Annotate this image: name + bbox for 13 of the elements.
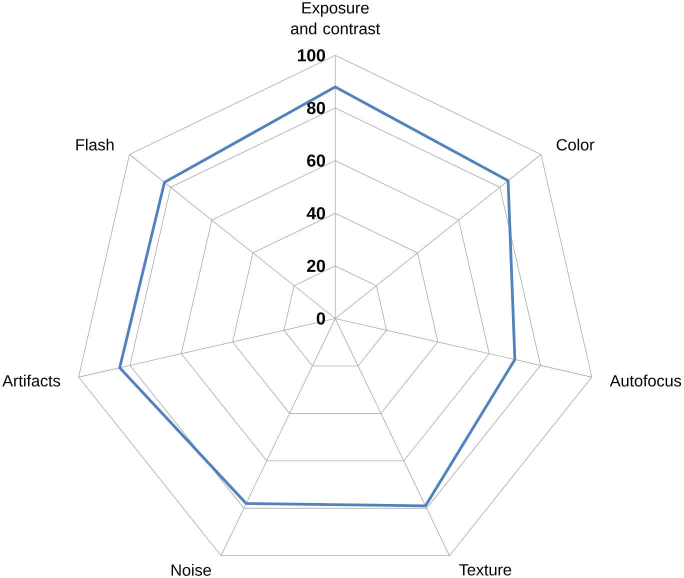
y-tick-label: 60: [307, 154, 326, 167]
spoke-label: Flash: [76, 138, 114, 150]
spoke-label: Autofocus: [610, 374, 682, 386]
spoke-label: Color: [556, 138, 594, 150]
y-tick-label: 100: [298, 49, 326, 62]
spoke-label: Texture: [459, 564, 512, 576]
spoke-label: Noise: [172, 564, 211, 576]
y-tick-label: 0: [316, 312, 326, 325]
y-tick-label: 80: [307, 102, 326, 114]
y-tick-label: 40: [306, 207, 326, 220]
spoke-label: Artifacts: [2, 374, 60, 386]
y-tick-label: 20: [307, 260, 326, 272]
spoke-label: Exposure and contrast: [290, 2, 380, 34]
